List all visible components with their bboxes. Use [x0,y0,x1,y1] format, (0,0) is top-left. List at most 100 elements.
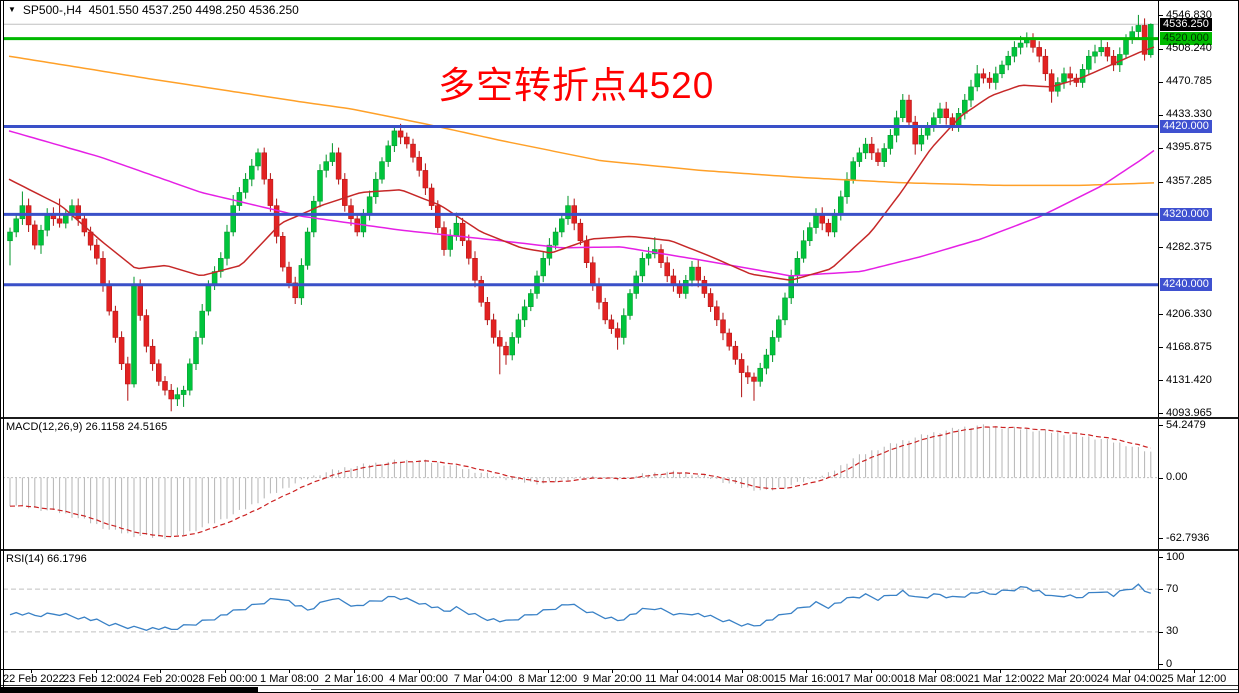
axis-tick-label: 4131.420 [1166,373,1212,386]
axis-tick-mark [1159,380,1163,382]
macd-name: MACD(12,26,9) [6,421,83,433]
macd-signal-line [9,426,1151,538]
macd-panel[interactable] [1,419,1158,549]
axis-tick-mark [1159,247,1163,249]
symbol-marker-icon: ▼ [8,5,16,14]
axis-tick-mark [1159,48,1163,50]
window-left-border [3,1,4,692]
time-axis-label: 21 Mar 12:00 [967,673,1033,685]
time-axis-label: 28 Feb 00:00 [192,673,258,685]
rsi-line [9,583,1151,631]
macd-label: MACD(12,26,9) 26.1158 24.5165 [6,421,167,433]
axis-tick-mark [1159,413,1163,415]
horizontal-scrollbar[interactable] [1,685,1238,692]
ohlc-values: 4501.550 4537.250 4498.250 4536.250 [88,3,299,17]
axis-tick-label: 0.00 [1166,471,1188,484]
time-tick-mark [289,670,291,673]
axis-tick-label: 4395.875 [1166,141,1212,154]
macd-values: 26.1158 24.5165 [85,421,168,433]
axis-tick-label: 4168.875 [1166,340,1212,353]
axis-tick-mark [1159,347,1163,349]
price-axis[interactable]: 4546.830 4536.250 4520.000 4508.240 4470.785… [1158,1,1238,670]
time-axis-label: 17 Mar 00:00 [838,673,904,685]
time-tick-mark [160,670,162,673]
rsi-label: RSI(14) 66.1796 [6,553,87,565]
axis-tick-mark [1159,81,1163,83]
axis-tick-label: 4282.375 [1166,240,1212,253]
axis-tick-mark [1159,631,1163,633]
axis-tick-label: 4546.830 [1166,8,1212,21]
axis-tick-label: 0 [1166,657,1173,670]
rsi-value: 66.1796 [46,553,87,565]
scrollbar-thumb[interactable] [1,687,258,692]
axis-tick-label: 30 [1166,625,1179,638]
time-axis-label: 8 Mar 12:00 [518,673,578,685]
time-axis-label: 15 Mar 16:00 [773,673,839,685]
time-axis-label: 23 Feb 12:00 [63,673,129,685]
axis-tick-label: 4433.330 [1166,108,1212,121]
time-axis-label: 24 Mar 04:00 [1096,673,1162,685]
rsi-panel[interactable] [1,551,1158,669]
axis-tick-mark [1159,425,1163,427]
axis-tick-label: 54.2479 [1166,418,1206,431]
level-price-label: 4420.000 [1160,119,1212,133]
time-tick-mark [870,670,872,673]
time-axis[interactable]: 22 Feb 2022 23 Feb 12:00 24 Feb 20:00 28 Fe… [1,669,1238,686]
symbol-timeframe-label: SP500-,H4 [22,3,82,17]
axis-tick-label: 4357.285 [1166,175,1212,188]
time-tick-mark [1193,670,1195,673]
time-tick-mark [418,670,420,673]
time-axis-label: 22 Mar 20:00 [1032,673,1098,685]
axis-tick-mark [1159,538,1163,540]
rsi-name: RSI(14) [6,553,44,565]
axis-tick-label: 4470.785 [1166,75,1212,88]
time-axis-label: 22 Feb 2022 [3,673,65,685]
time-axis-label: 1 Mar 08:00 [260,673,319,685]
ma-mid-line [8,130,1155,277]
axis-tick-mark [1159,147,1163,149]
time-axis-label: 14 Mar 08:00 [709,673,775,685]
time-axis-label: 7 Mar 04:00 [453,673,513,685]
macd-histogram [9,424,1152,539]
main-price-chart[interactable] [1,1,1158,417]
time-tick-mark [806,670,808,673]
time-tick-mark [1129,670,1131,673]
axis-tick-mark [1159,664,1163,665]
time-tick-mark [935,670,937,673]
time-tick-mark [612,670,614,673]
panel-separator-rsi[interactable] [1,549,1238,551]
time-axis-label: 18 Mar 08:00 [902,673,968,685]
axis-tick-mark [1159,15,1163,16]
time-tick-mark [741,670,743,673]
ma-slow-line [8,55,1155,187]
time-tick-mark [1064,670,1066,673]
time-axis-label: 4 Mar 00:00 [389,673,448,685]
axis-tick-mark [1159,114,1163,116]
level-price-label: 4520.000 [1160,32,1212,46]
axis-tick-label: 70 [1166,582,1179,595]
time-tick-mark [354,670,355,673]
axis-tick-mark [1159,557,1163,558]
time-axis-label: 2 Mar 16:00 [324,673,384,685]
axis-tick-label: 4508.240 [1166,42,1212,55]
ma-fast-line [8,46,1155,281]
level-price-label: 4240.000 [1160,278,1212,292]
time-tick-mark [1000,670,1001,673]
time-axis-label: 25 Mar 12:00 [1161,673,1227,685]
time-tick-mark [677,670,678,673]
time-axis-label: 11 Mar 04:00 [644,673,710,685]
time-tick-mark [483,670,485,673]
axis-tick-label: -62.7936 [1166,531,1210,544]
current-price-label: 4536.250 [1160,17,1212,31]
time-tick-mark [224,670,226,673]
time-axis-label: 9 Mar 20:00 [583,673,642,685]
scrollbar-track-line [311,689,1238,690]
time-axis-label: 24 Feb 20:00 [127,673,193,685]
panel-separator-macd[interactable] [1,417,1238,419]
axis-tick-mark [1159,314,1163,316]
axis-tick-mark [1159,589,1163,591]
axis-tick-label: 4093.965 [1166,406,1212,419]
chart-annotation-text[interactable]: 多空转折点4520 [438,65,715,106]
axis-tick-mark [1159,181,1163,183]
axis-tick-label: 4206.330 [1166,307,1212,320]
